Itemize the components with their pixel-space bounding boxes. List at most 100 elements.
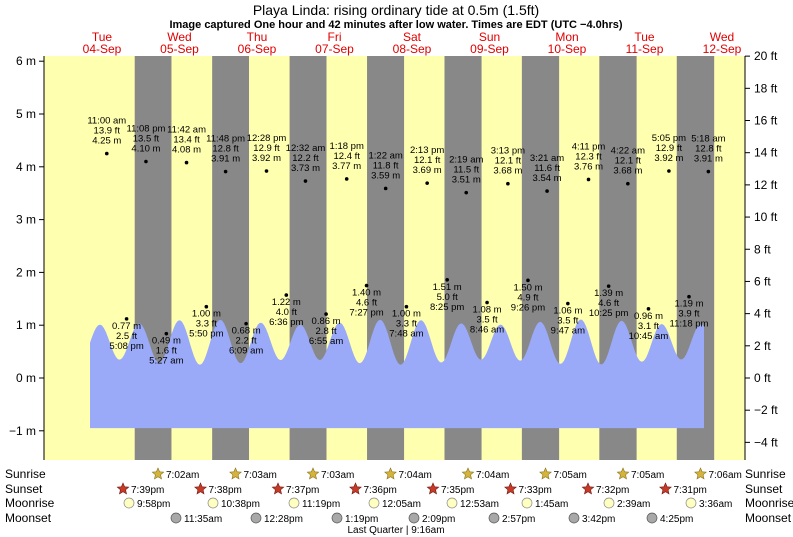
high-tide-label: 1:18 pm [330,141,364,152]
high-tide-label: 4:22 am [611,146,645,157]
moonrise-icon [521,497,533,509]
low-tide-marker [324,312,328,316]
high-tide-label: 13.9 ft [94,126,121,137]
low-tide-marker [124,317,129,321]
chart-title: Playa Linda: rising ordinary tide at 0.5… [253,2,539,18]
high-tide-marker [506,181,510,186]
high-tide-label: 12.9 ft [253,143,280,154]
low-tide-label: 5:50 pm [189,329,223,340]
low-tide-label: 9:47 am [551,326,585,337]
high-tide-label: 3.68 m [613,166,642,177]
low-tide-marker [687,294,691,299]
moonset-time: 11:35am [184,514,222,525]
right-axis-tick-label: 2 ft [754,339,771,353]
row-label-left: Moonset [5,511,52,525]
high-tide-label: 3.73 m [291,163,320,174]
day-date: 04-Sep [83,42,122,56]
low-tide-marker [404,304,409,309]
moonset-icon [170,512,182,524]
sunrise-time: 7:05am [554,470,587,481]
sunrise-time: 7:05am [631,470,664,481]
sunset-icon [581,482,595,495]
high-tide-label: 12.1 ft [495,156,522,167]
left-axis-tick-label: 3 m [16,213,36,227]
low-tide-label: 4.6 ft [598,298,619,309]
low-tide-marker [364,283,369,288]
high-tide-label: 5:05 pm [652,133,686,144]
moonset-time: 1:19pm [345,514,378,525]
high-tide-marker [184,160,189,165]
high-tide-label: 3.69 m [413,165,442,176]
high-tide-label: 4.10 m [131,144,160,155]
low-tide-label: 0.68 m [232,326,261,337]
low-tide-marker [204,304,209,309]
row-label-right: Moonset [745,511,792,525]
sunrise-icon [461,467,475,480]
day-name: Sat [403,30,422,44]
high-tide-marker [425,181,429,185]
axes: 6 m 5 m 4 m 3 m 2 m 1 m 0 m −1 m 20 ft 18 ft 16 ft… [9,49,778,460]
high-tide-label: 12.8 ft [212,144,239,155]
sunset-time: 7:35pm [441,485,474,496]
moonset-icon [250,512,262,524]
low-tide-marker [566,301,570,306]
high-tide-label: 11.8 ft [373,160,399,171]
low-tide-label: 2.5 ft [116,331,137,342]
high-tide-marker [303,179,308,183]
row-label-right: Sunset [745,482,783,496]
high-tide-marker [586,177,591,182]
low-tide-label: 10:25 pm [589,308,629,319]
day-name: Tue [634,30,655,44]
low-tide-label: 0.86 m [312,316,341,327]
sunset-icon [116,482,130,495]
high-tide-marker [104,151,109,156]
right-axis-tick-label: 6 ft [754,274,771,288]
moonrise-icon [446,497,458,509]
row-label-left: Sunset [5,482,43,496]
row-label-right: Moonrise [745,496,793,510]
low-tide-marker [485,300,489,305]
high-tide-label: 3:21 am [530,153,564,164]
day-headers: Tue04-SepWed05-SepThu06-SepFri07-SepSat0… [83,30,742,56]
moonrise-time: 3:36am [699,499,732,510]
low-tide-label: 1.06 m [553,306,582,317]
day-name: Mon [555,30,578,44]
sunset-icon [349,482,362,495]
day-name: Wed [167,30,191,44]
sunset-icon [504,482,517,495]
sunrise-icon [306,467,320,480]
high-tide-marker [464,190,469,195]
low-tide-label: 8:46 am [470,324,504,335]
high-tide-label: 12:28 pm [247,133,287,144]
low-tide-label: 1.6 ft [156,346,177,357]
sunset-time: 7:37pm [286,485,319,496]
low-tide-label: 6:09 am [229,346,263,357]
day-date: 12-Sep [703,42,742,56]
right-axis-tick-label: 16 ft [754,114,778,128]
high-tide-label: 4.25 m [92,136,121,147]
low-tide-label: 1.51 m [433,282,462,293]
sunrise-time: 7:06am [709,470,742,481]
high-tide-label: 5:18 am [691,134,725,145]
low-tide-label: 1.50 m [513,282,542,293]
low-tide-label: 2.2 ft [236,336,257,347]
row-label-left: Moonrise [5,496,55,510]
sunrise-icon [539,467,552,480]
low-tide-label: 0.96 m [634,311,663,322]
high-tide-marker [626,181,630,186]
day-date: 09-Sep [470,42,509,56]
header: Playa Linda: rising ordinary tide at 0.5… [169,2,622,31]
moonset-time: 12:28pm [264,514,303,525]
low-tide-label: 2.8 ft [316,326,337,337]
right-axis-tick-label: 20 ft [754,49,778,63]
row-label-left: Sunrise [5,467,46,481]
low-tide-label: 7:48 am [389,329,423,340]
sunrise-icon [616,467,630,480]
high-tide-label: 12.2 ft [292,153,319,164]
high-tide-label: 2:19 am [449,155,483,166]
sunrise-time: 7:04am [399,470,432,481]
high-tide-label: 12.9 ft [656,143,683,154]
moonset-icon [408,512,420,524]
low-tide-label: 10:45 am [629,331,669,342]
